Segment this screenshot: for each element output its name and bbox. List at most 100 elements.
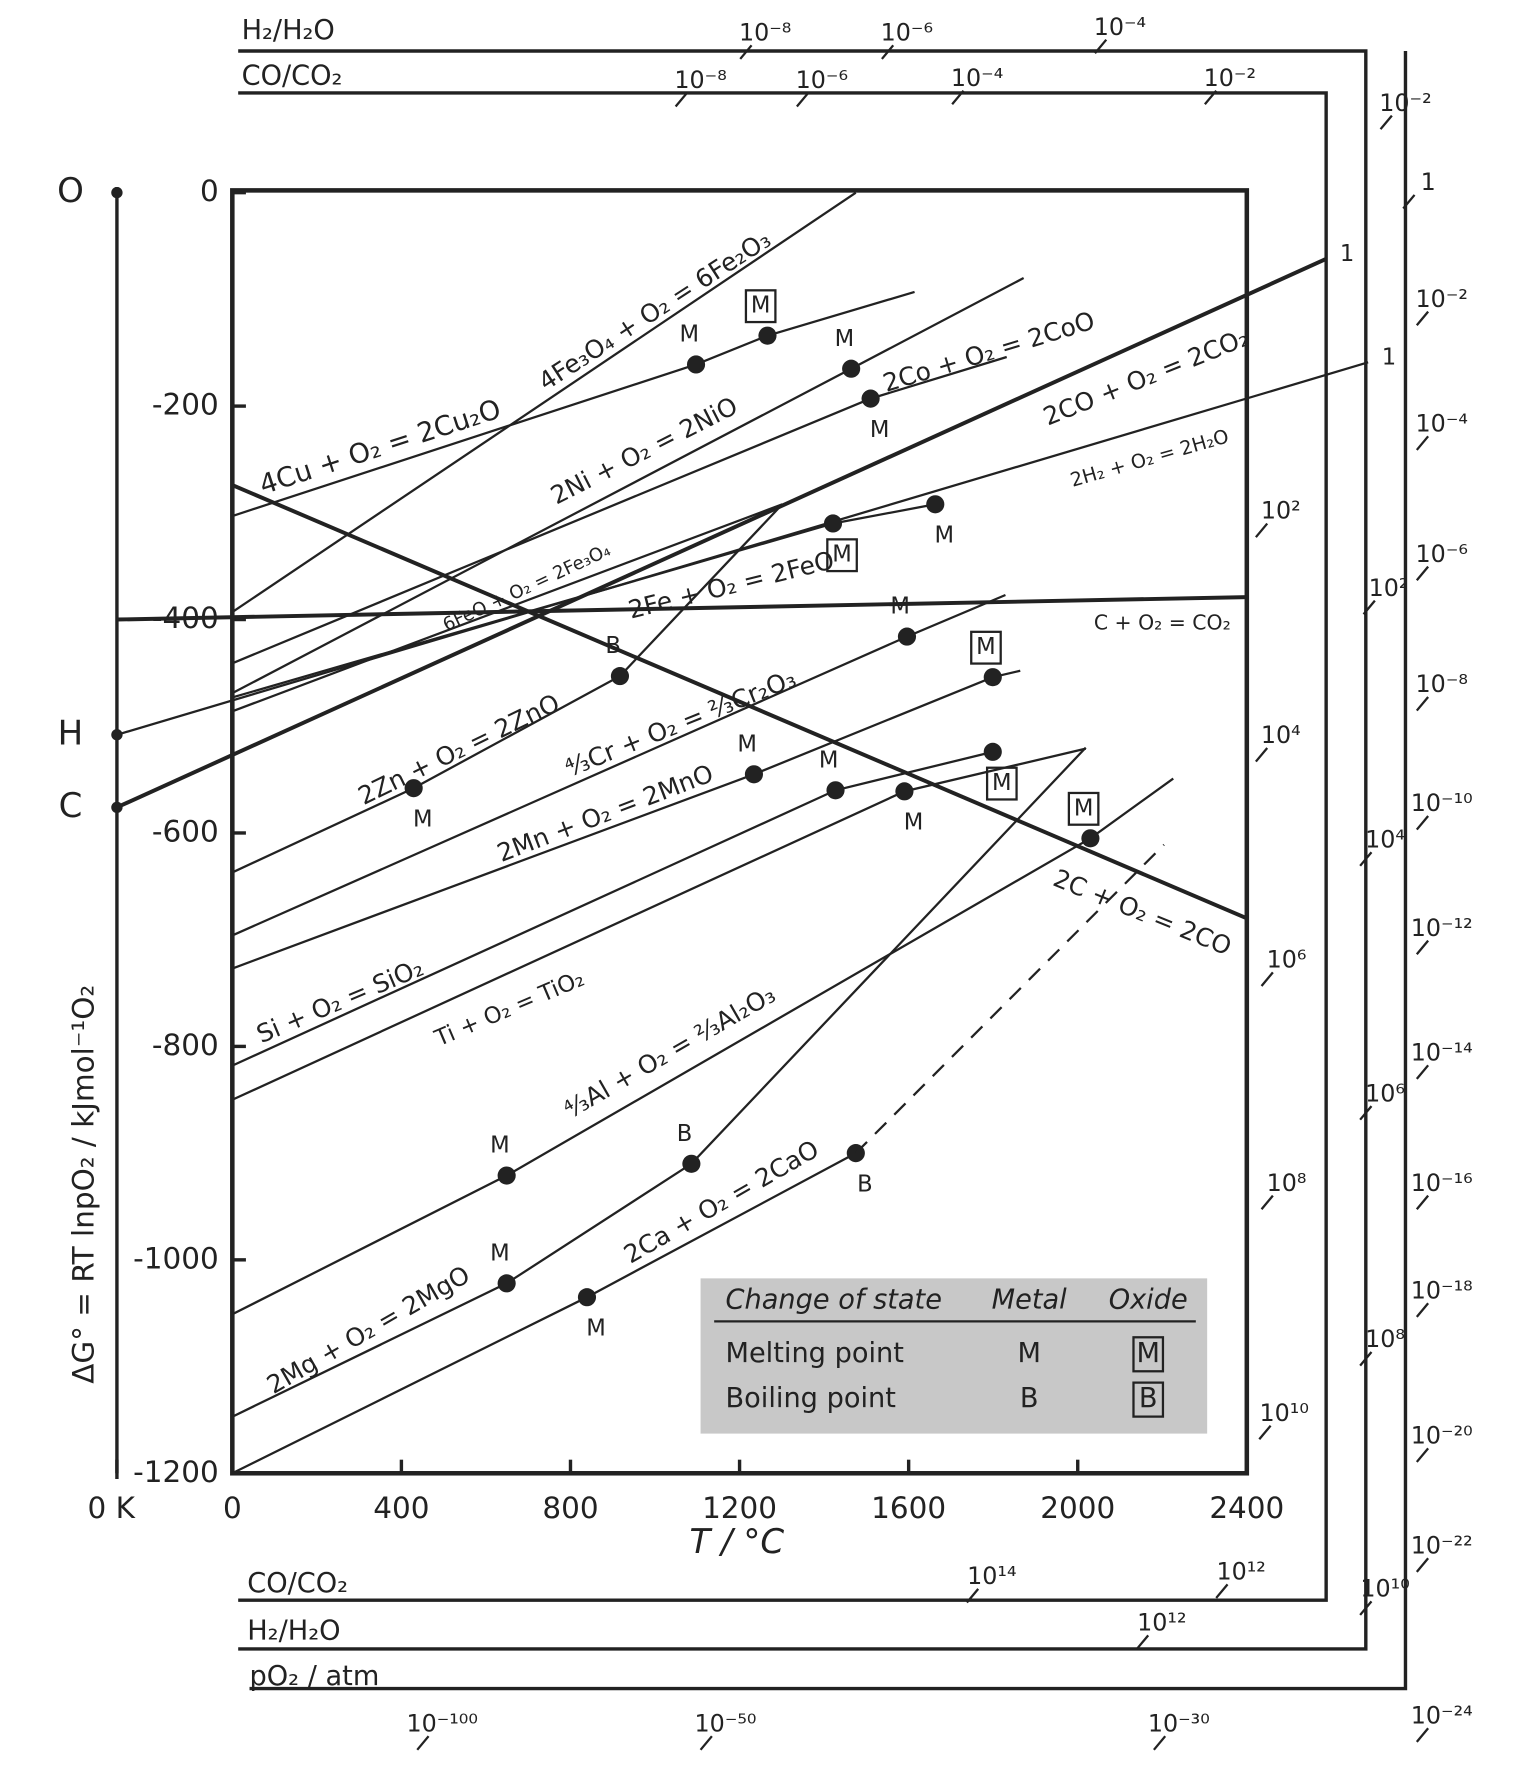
reaction-line <box>231 503 783 713</box>
scale-tick <box>1204 89 1218 105</box>
scale-tick <box>1415 696 1430 712</box>
scale-tick <box>1415 1064 1430 1080</box>
scale-tick <box>1255 747 1269 763</box>
scale-tick-label: 10⁻⁴ <box>1094 13 1146 41</box>
scale-tick <box>1260 1194 1274 1210</box>
state-change-point <box>1081 829 1100 848</box>
oxide-box <box>1132 1336 1165 1373</box>
scale-tick <box>966 1588 980 1604</box>
scale-tick <box>951 89 965 105</box>
scale-tick-label: 10⁻⁸ <box>674 66 726 94</box>
oxide-box <box>1067 791 1100 826</box>
reaction-label: C + O₂ = CO₂ <box>1094 610 1231 634</box>
scale-tick <box>1260 971 1274 987</box>
line-end-label: 1 <box>1340 241 1354 267</box>
scale-tick <box>1094 38 1108 54</box>
x-tick-label: 400 <box>373 1491 429 1525</box>
state-change-label: M <box>737 731 757 757</box>
state-change-label: M <box>935 523 955 549</box>
scale-tick-label: 10⁻⁴ <box>951 64 1003 92</box>
scale-tick <box>1359 1600 1373 1616</box>
y-axis-label: ΔG° = RT lnpO₂ / kJmol⁻¹O₂ <box>67 985 101 1384</box>
legend-header: Oxide <box>1109 1285 1188 1316</box>
state-change-label: B <box>857 1171 873 1197</box>
scale-tick <box>1415 1194 1430 1210</box>
scale-tick <box>881 44 895 60</box>
scale-tick <box>1415 1727 1430 1743</box>
scale-tick <box>739 44 753 60</box>
scale-tick-label: 10⁻²² <box>1411 1531 1473 1559</box>
legend-cell: Boiling point <box>726 1383 897 1414</box>
state-change-point <box>497 1166 516 1185</box>
scale-tick <box>699 1735 713 1751</box>
scale-tick-label: 10⁻¹⁴ <box>1411 1038 1473 1066</box>
origin-point <box>111 186 123 199</box>
reaction-line <box>231 503 784 874</box>
state-change-point <box>897 627 917 646</box>
state-change-label: M <box>976 634 996 660</box>
scale-name: H₂/H₂O <box>242 15 335 46</box>
scale-tick <box>1136 1634 1150 1650</box>
state-change-point <box>842 359 861 378</box>
scale-tick-label: 10⁸ <box>1267 1169 1307 1197</box>
scale-tick <box>1359 1351 1373 1367</box>
state-change-point <box>983 742 1002 761</box>
scale-tick <box>1415 310 1430 326</box>
legend-cell: M <box>1017 1338 1040 1369</box>
reaction-line <box>231 746 1087 1418</box>
origin-label: O <box>57 171 84 211</box>
x-tick-label: 2400 <box>1209 1491 1284 1525</box>
legend-cell: B <box>1139 1383 1158 1414</box>
state-change-point <box>610 667 630 686</box>
reaction-line <box>116 257 1328 810</box>
scale-tick-label: 10⁻¹⁸ <box>1411 1276 1473 1304</box>
state-change-label: M <box>870 417 890 443</box>
state-change-point <box>404 779 423 798</box>
state-change-point <box>823 514 843 533</box>
state-change-label: B <box>677 1121 693 1147</box>
scale-tick-label: 10⁻⁴ <box>1416 409 1468 437</box>
x-axis-label: T / °C <box>690 1522 785 1562</box>
reaction-line <box>231 777 1174 1316</box>
scale-tick <box>1415 1557 1430 1573</box>
scale-tick <box>1215 1583 1229 1599</box>
scale-tick-label: 10⁻³⁰ <box>1148 1709 1210 1737</box>
scale-tick-label: 10⁻⁸ <box>1416 670 1468 698</box>
state-change-label: M <box>1074 795 1094 821</box>
state-change-label: M <box>751 293 771 319</box>
scale-tick-label: 10⁴ <box>1261 721 1301 749</box>
scale-tick-label: 10⁻² <box>1416 285 1468 313</box>
reaction-line <box>116 595 1247 622</box>
state-change-label: M <box>890 594 910 620</box>
legend-header: Metal <box>992 1285 1068 1316</box>
scale-tick-label: 10⁻¹⁰ <box>1411 789 1473 817</box>
state-change-point <box>497 1274 516 1293</box>
oxide-box <box>744 289 777 324</box>
x-tick-label: 1600 <box>871 1491 946 1525</box>
scale-tick-label: 1 <box>1421 168 1436 196</box>
state-change-label: M <box>819 747 839 773</box>
scale-tick <box>1415 565 1430 581</box>
scale-tick-label: 10⁻⁶ <box>796 66 848 94</box>
scale-tick-label: 10⁻⁶ <box>881 18 933 46</box>
x-tick-label: 0 K <box>88 1491 136 1525</box>
legend-cell: B <box>1020 1383 1039 1414</box>
state-change-point <box>686 355 706 374</box>
state-change-label: M <box>490 1133 510 1159</box>
scale-tick-label: 10¹² <box>1216 1558 1265 1586</box>
scale-tick <box>1402 194 1416 210</box>
scale-tick <box>1415 435 1430 451</box>
scale-tick-label: 10⁻²⁰ <box>1411 1422 1473 1450</box>
state-change-label: M <box>490 1240 510 1266</box>
x-tick-label: 800 <box>542 1491 598 1525</box>
scale-tick-label: 10² <box>1369 574 1409 602</box>
state-change-point <box>861 389 880 408</box>
scale-tick <box>796 92 810 108</box>
state-change-point <box>895 782 914 801</box>
state-change-point <box>577 1288 597 1307</box>
line-end-label: 1 <box>1382 344 1396 370</box>
scale-tick <box>1359 1105 1373 1121</box>
y-tick-label: -800 <box>152 1028 219 1062</box>
